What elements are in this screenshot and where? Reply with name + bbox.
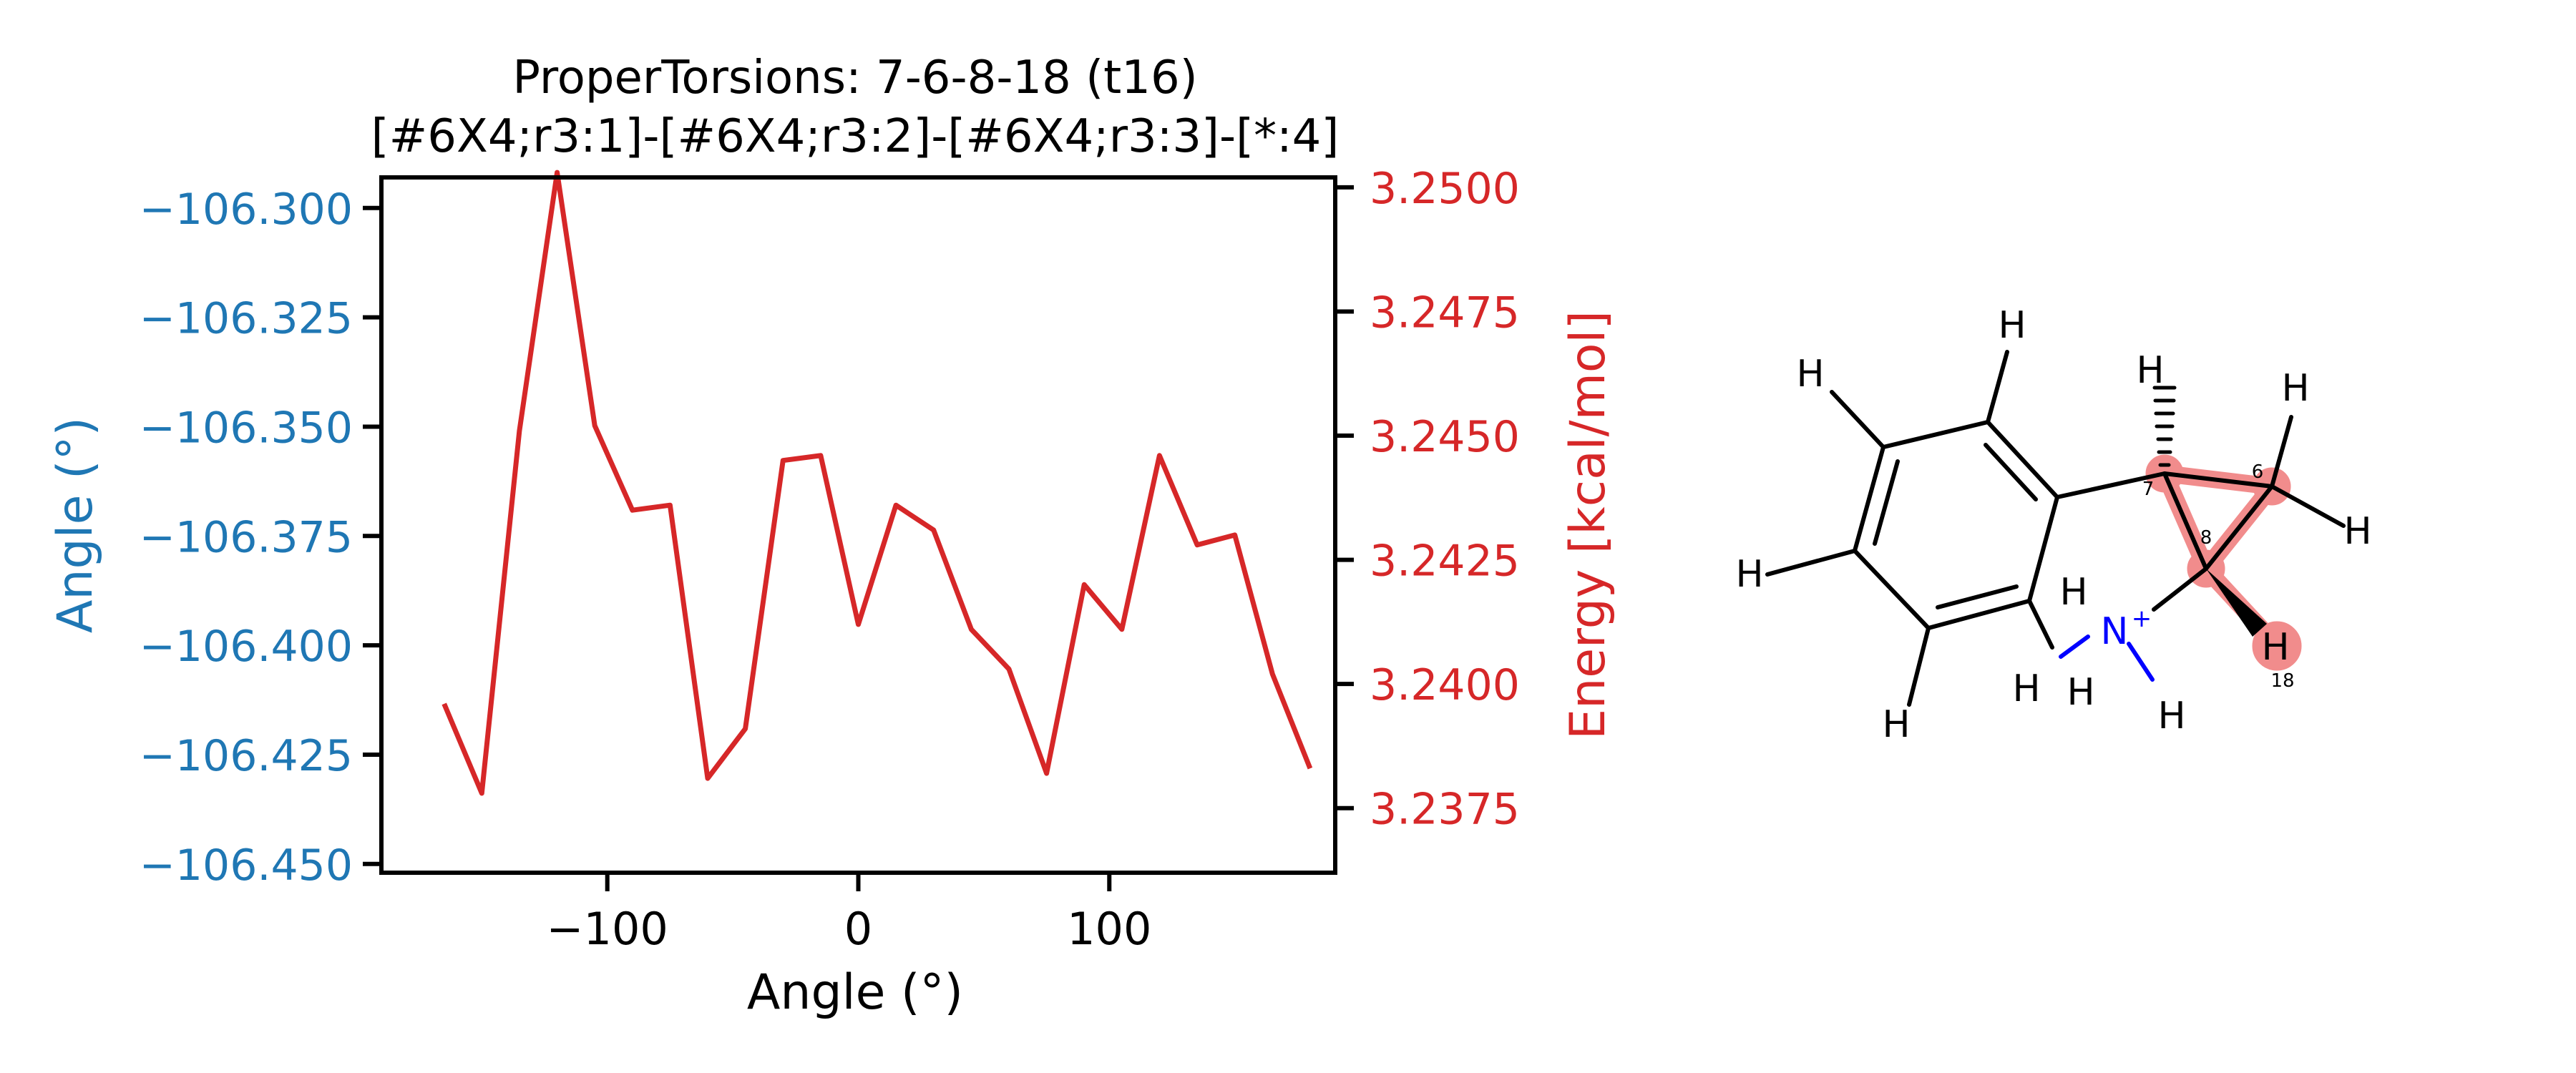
atom-charge: + bbox=[2132, 604, 2152, 633]
atom-h: H bbox=[1998, 304, 2026, 347]
right-y-tick-label: 3.2475 bbox=[1370, 288, 1520, 338]
benzene-ring bbox=[1853, 420, 2059, 630]
right-y-tick-label: 3.2425 bbox=[1370, 536, 1520, 587]
right-y-tick-label: 3.2500 bbox=[1370, 164, 1520, 214]
x-tick-label: 100 bbox=[1067, 903, 1151, 955]
molecule-drawing: H H H H H H H H H H H H N + 7 6 8 18 bbox=[1735, 304, 2371, 746]
left-y-tick-label: −106.400 bbox=[140, 622, 353, 672]
atom-index-labels: 7 6 8 18 bbox=[2142, 461, 2295, 692]
bonds bbox=[1765, 350, 2346, 707]
atom-h: H bbox=[2067, 671, 2094, 714]
right-y-tick-label: 3.2375 bbox=[1370, 785, 1520, 835]
x-tick-label: 0 bbox=[844, 903, 872, 955]
atom-h-18: H bbox=[2261, 626, 2289, 669]
hashed-wedge-bond bbox=[2152, 386, 2177, 467]
atom-index-18: 18 bbox=[2270, 670, 2294, 692]
x-axis-ticks: −100 0 100 bbox=[547, 873, 1151, 955]
atom-h: H bbox=[1882, 703, 1910, 746]
series-group bbox=[441, 170, 1313, 796]
atom-index-8: 8 bbox=[2200, 527, 2212, 549]
atom-labels: H H H H H H H H H H H H N + bbox=[1735, 304, 2371, 746]
right-y-tick-label: 3.2450 bbox=[1370, 412, 1520, 462]
left-y-tick-label: −106.350 bbox=[140, 403, 353, 453]
right-axis-label: Energy [kcal/mol] bbox=[1560, 310, 1616, 740]
nh-bonds bbox=[2059, 635, 2155, 682]
atom-nitrogen: N bbox=[2101, 610, 2129, 653]
atom-h: H bbox=[2281, 367, 2309, 410]
torsion-chart: ProperTorsions: 7-6-8-18 (t16) [#6X4;r3:… bbox=[47, 52, 1616, 1021]
atom-h: H bbox=[2343, 510, 2371, 553]
atom-h: H bbox=[2157, 695, 2185, 738]
atom-h: H bbox=[2059, 571, 2087, 614]
atom-h: H bbox=[2136, 349, 2164, 392]
left-y-tick-label: −106.425 bbox=[140, 731, 353, 781]
left-y-tick-label: −106.300 bbox=[140, 185, 353, 235]
atom-h: H bbox=[1796, 353, 1824, 396]
left-y-tick-label: −106.450 bbox=[140, 841, 353, 891]
x-axis-label: Angle (°) bbox=[747, 964, 963, 1021]
atom-index-6: 6 bbox=[2252, 461, 2264, 483]
chart-title: ProperTorsions: 7-6-8-18 (t16) bbox=[512, 52, 1197, 104]
atom-h: H bbox=[2012, 667, 2040, 710]
left-axis-ticks: −106.300 −106.325 −106.350 −106.375 −106.400… bbox=[140, 185, 381, 891]
right-y-tick-label: 3.2400 bbox=[1370, 660, 1520, 710]
left-y-tick-label: −106.375 bbox=[140, 512, 353, 562]
right-axis-ticks: 3.2500 3.2475 3.2450 3.2425 3.2400 3.2375 bbox=[1335, 164, 1520, 835]
chart-subtitle: [#6X4;r3:1]-[#6X4;r3:2]-[#6X4;r3:3]-[*:4… bbox=[371, 110, 1340, 163]
energy-series-line bbox=[441, 170, 1313, 796]
atom-index-7: 7 bbox=[2142, 479, 2155, 500]
left-y-tick-label: −106.325 bbox=[140, 294, 353, 344]
solid-wedge-bond bbox=[2206, 569, 2267, 637]
atom-h: H bbox=[1735, 553, 1763, 596]
left-axis-label: Angle (°) bbox=[47, 417, 104, 633]
plot-frame bbox=[379, 175, 1337, 875]
x-tick-label: −100 bbox=[547, 903, 668, 955]
